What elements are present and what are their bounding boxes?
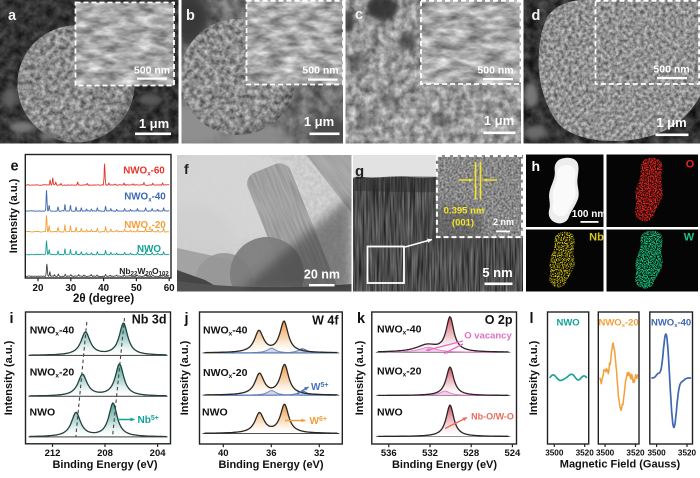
svg-text:NWO: NWO bbox=[202, 407, 228, 419]
svg-text:Nb: Nb bbox=[589, 232, 604, 244]
svg-text:a: a bbox=[8, 8, 17, 24]
svg-text:1 μm: 1 μm bbox=[139, 116, 169, 131]
svg-text:204: 204 bbox=[150, 448, 167, 459]
svg-text:k: k bbox=[357, 311, 366, 327]
svg-text:NWOx-20: NWOx-20 bbox=[203, 367, 248, 380]
svg-text:NWO: NWO bbox=[30, 407, 56, 419]
svg-text:NWOx-60: NWOx-60 bbox=[123, 166, 165, 178]
svg-text:32: 32 bbox=[314, 448, 325, 459]
svg-text:NWO: NWO bbox=[377, 407, 403, 419]
svg-text:500 nm: 500 nm bbox=[477, 65, 513, 77]
svg-text:2 nm: 2 nm bbox=[493, 217, 514, 227]
svg-text:524: 524 bbox=[504, 448, 521, 459]
svg-text:NWOx-20: NWOx-20 bbox=[377, 366, 422, 379]
svg-text:Intensity (a.u.): Intensity (a.u.) bbox=[3, 340, 15, 415]
svg-text:g: g bbox=[355, 163, 364, 180]
svg-text:Binding Energy (eV): Binding Energy (eV) bbox=[392, 459, 497, 471]
svg-text:d: d bbox=[532, 8, 541, 24]
svg-text:Intensity (a.u.): Intensity (a.u.) bbox=[179, 340, 191, 415]
svg-text:5 nm: 5 nm bbox=[482, 265, 512, 280]
svg-text:100 nm: 100 nm bbox=[572, 209, 607, 220]
svg-text:Intensity (a.u.): Intensity (a.u.) bbox=[8, 178, 20, 253]
svg-text:O: O bbox=[686, 159, 695, 171]
svg-text:Intensity (a.u.): Intensity (a.u.) bbox=[528, 340, 540, 415]
svg-text:1 μm: 1 μm bbox=[656, 115, 686, 130]
svg-text:NWOx-40: NWOx-40 bbox=[651, 318, 691, 330]
svg-text:Nb22W20O102: Nb22W20O102 bbox=[119, 266, 169, 278]
svg-text:40: 40 bbox=[218, 448, 229, 459]
svg-text:Nb-O/W-O: Nb-O/W-O bbox=[471, 412, 514, 422]
svg-text:NWOx-40: NWOx-40 bbox=[30, 325, 75, 338]
svg-text:W6+: W6+ bbox=[310, 416, 327, 427]
svg-text:30: 30 bbox=[65, 283, 76, 294]
svg-text:(001): (001) bbox=[452, 218, 474, 229]
svg-text:Nb 3d: Nb 3d bbox=[132, 313, 167, 327]
svg-text:40: 40 bbox=[98, 283, 109, 294]
svg-text:2θ (degree): 2θ (degree) bbox=[73, 293, 134, 305]
svg-text:20: 20 bbox=[33, 283, 44, 294]
svg-text:3520: 3520 bbox=[626, 449, 645, 458]
svg-text:3500: 3500 bbox=[647, 449, 666, 458]
svg-text:532: 532 bbox=[422, 448, 438, 459]
svg-text:50: 50 bbox=[131, 283, 142, 294]
svg-text:500 nm: 500 nm bbox=[302, 65, 338, 77]
svg-text:60: 60 bbox=[164, 283, 175, 294]
svg-text:20 nm: 20 nm bbox=[304, 268, 340, 282]
svg-text:Binding Energy (eV): Binding Energy (eV) bbox=[218, 459, 323, 471]
svg-text:1 μm: 1 μm bbox=[304, 114, 334, 129]
svg-text:NWO: NWO bbox=[556, 318, 579, 329]
svg-text:536: 536 bbox=[381, 448, 397, 459]
svg-text:NWOx-20: NWOx-20 bbox=[30, 367, 75, 380]
svg-text:3520: 3520 bbox=[678, 449, 697, 458]
svg-text:h: h bbox=[532, 158, 541, 174]
svg-text:1 μm: 1 μm bbox=[484, 113, 514, 128]
svg-text:208: 208 bbox=[97, 448, 113, 459]
svg-text:0.395 nm: 0.395 nm bbox=[444, 206, 485, 217]
svg-text:3520: 3520 bbox=[576, 449, 595, 458]
svg-text:c: c bbox=[355, 7, 363, 23]
svg-text:3500: 3500 bbox=[545, 449, 564, 458]
svg-text:500 nm: 500 nm bbox=[653, 64, 689, 76]
svg-text:NWOx-40: NWOx-40 bbox=[124, 192, 166, 204]
svg-text:528: 528 bbox=[463, 448, 479, 459]
svg-text:NWOx-20: NWOx-20 bbox=[124, 220, 166, 232]
svg-text:Binding Energy (eV): Binding Energy (eV) bbox=[52, 459, 157, 471]
svg-text:j: j bbox=[184, 311, 189, 327]
svg-text:500 nm: 500 nm bbox=[134, 65, 170, 77]
svg-text:O 2p: O 2p bbox=[485, 313, 513, 327]
svg-text:W: W bbox=[684, 232, 695, 244]
svg-text:3500: 3500 bbox=[596, 449, 615, 458]
svg-text:212: 212 bbox=[45, 448, 61, 459]
svg-text:Intensity (a.u.): Intensity (a.u.) bbox=[354, 340, 366, 415]
svg-text:e: e bbox=[11, 159, 19, 175]
svg-text:NWO: NWO bbox=[137, 244, 161, 255]
svg-text:Magnetic Field (Gauss): Magnetic Field (Gauss) bbox=[560, 459, 681, 471]
svg-text:36: 36 bbox=[266, 448, 277, 459]
svg-text:NWOx-20: NWOx-20 bbox=[598, 318, 638, 330]
svg-text:O vacancy: O vacancy bbox=[464, 331, 512, 342]
svg-text:NWOx-40: NWOx-40 bbox=[377, 324, 422, 337]
svg-text:i: i bbox=[10, 311, 14, 327]
svg-text:W 4f: W 4f bbox=[312, 314, 339, 328]
svg-text:l: l bbox=[530, 311, 534, 327]
svg-text:f: f bbox=[184, 161, 189, 177]
svg-text:NWOx-40: NWOx-40 bbox=[203, 325, 248, 338]
svg-text:Nb5+: Nb5+ bbox=[138, 415, 159, 426]
svg-text:W5+: W5+ bbox=[311, 382, 328, 393]
svg-text:b: b bbox=[186, 8, 195, 24]
